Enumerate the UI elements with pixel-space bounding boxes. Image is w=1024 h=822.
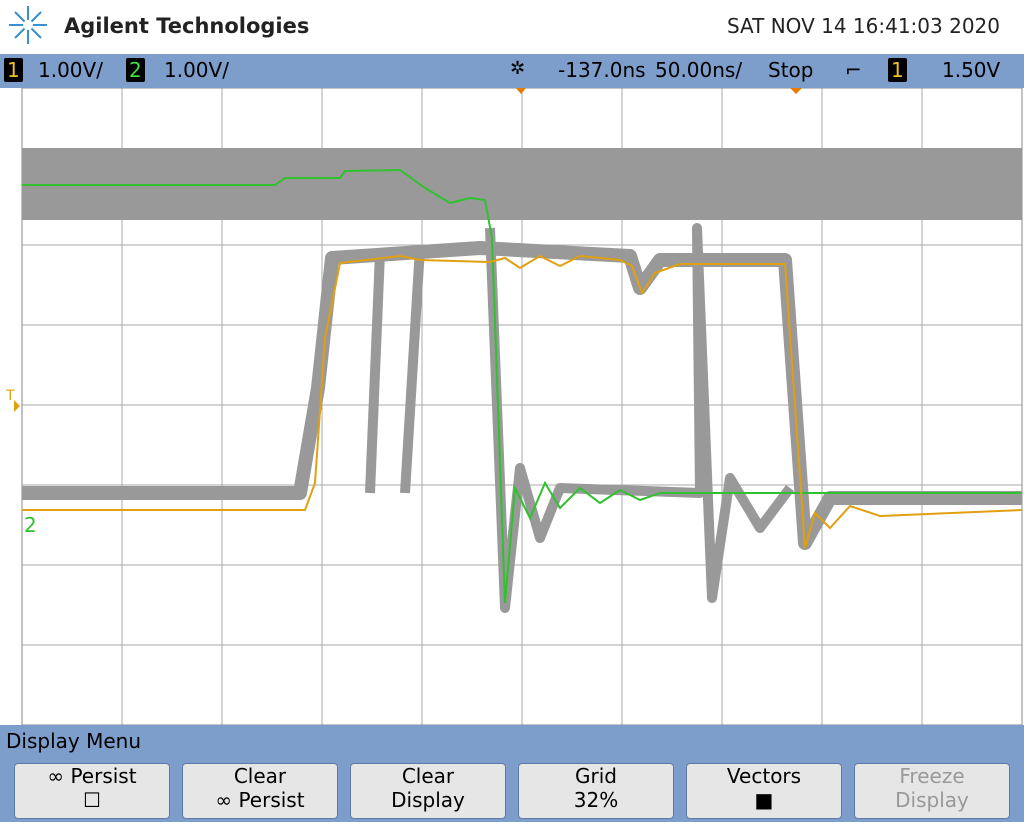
softkey-menu: Display Menu ∞ Persist ☐ Clear ∞ Persist Cle… <box>0 725 1024 822</box>
ch1-label: 1 <box>4 58 23 82</box>
timebase: 50.00ns/ <box>655 58 743 82</box>
softkey[interactable]: Clear Display <box>350 763 506 819</box>
softkey-line2: Display <box>895 788 969 812</box>
ch1-scale: 1.00V/ <box>38 58 103 82</box>
delay-marker <box>516 88 526 94</box>
softkey[interactable]: Clear ∞ Persist <box>182 763 338 819</box>
datetime: SAT NOV 14 16:41:03 2020 <box>726 14 1000 38</box>
trigger-source: 1 <box>888 58 907 82</box>
ch2-label: 2 <box>126 58 145 82</box>
waveform-display: T 2 <box>0 88 1024 725</box>
display-frame <box>21 88 1023 725</box>
softkey[interactable]: ∞ Persist ☐ <box>14 763 170 819</box>
softkey[interactable]: Vectors ■ <box>686 763 842 819</box>
delay-icon: ✲ <box>510 58 526 79</box>
softkey-line2: 32% <box>573 788 619 812</box>
trigger-icon: ⌐ <box>845 58 862 82</box>
ch2-ground-marker: 2 <box>24 513 37 537</box>
logo <box>9 6 47 44</box>
ch1-trace <box>22 254 1023 549</box>
softkey-line2: ☐ <box>83 788 101 812</box>
brand: Agilent Technologies <box>64 14 310 38</box>
softkey-line1: Vectors <box>726 764 802 788</box>
trigger-arrow <box>14 400 20 412</box>
softkey-line2: ∞ Persist <box>215 788 305 812</box>
softkey-line1: Clear <box>233 764 287 788</box>
softkey-line2: ■ <box>754 788 774 812</box>
trigger-level-marker: T <box>5 388 15 404</box>
ch2-trace <box>22 168 1022 604</box>
trigger-marker <box>790 88 802 94</box>
softkey[interactable]: Grid 32% <box>518 763 674 819</box>
menu-title: Display Menu <box>6 729 141 753</box>
run-state: Stop <box>768 58 814 82</box>
softkey-line2: Display <box>391 788 465 812</box>
status-bar: 1 1.00V/ 2 1.00V/ ✲ -137.0ns 50.00ns/ St… <box>0 54 1024 88</box>
softkey-line1: Clear <box>401 764 455 788</box>
delay: -137.0ns <box>558 58 646 82</box>
trigger-level: 1.50V <box>942 58 1001 82</box>
ch2-scale: 1.00V/ <box>164 58 229 82</box>
softkey-line1: Freeze <box>899 764 965 788</box>
softkey[interactable]: Freeze Display <box>854 763 1010 819</box>
softkey-line1: ∞ Persist <box>47 764 137 788</box>
header: Agilent Technologies SAT NOV 14 16:41:03… <box>0 0 1024 54</box>
softkey-line1: Grid <box>575 764 617 788</box>
